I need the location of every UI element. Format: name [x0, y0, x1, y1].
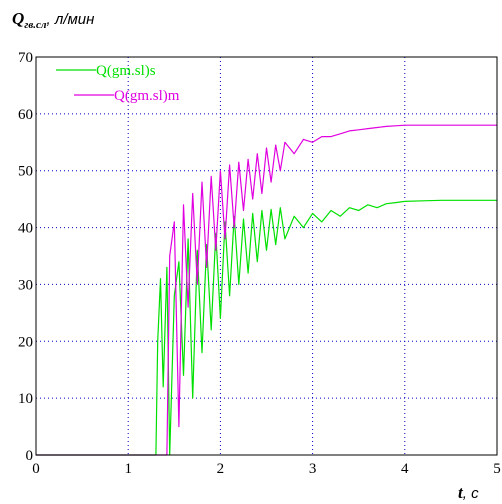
y-tick-label: 60: [18, 107, 33, 123]
y-tick-label: 40: [18, 221, 33, 237]
y-tick-label: 30: [18, 277, 33, 293]
y-tick-label: 0: [26, 448, 34, 464]
plot-frame: [35, 56, 498, 456]
y-axis-unit: , л/мин: [47, 11, 95, 28]
legend: Q(gm.sl)s Q(gm.sl)m: [56, 63, 180, 104]
x-axis-label: t, с: [458, 483, 479, 502]
grid-lines: [36, 57, 497, 455]
y-axis-label: Qгв.сл, л/мин: [12, 9, 94, 31]
y-tick-label: 10: [18, 391, 33, 407]
series-layer: [36, 124, 497, 456]
y-axis-subscript: гв.сл: [24, 19, 47, 31]
x-tick-label: 2: [217, 461, 225, 477]
x-axis-symbol: t: [458, 483, 464, 502]
x-tick-label: 0: [32, 461, 40, 477]
x-axis-unit: , с: [463, 485, 479, 502]
y-tick-labels: 0 10 20 30 40 50 60 70: [18, 50, 33, 464]
x-tick-label: 5: [493, 461, 501, 477]
y-tick-label: 50: [18, 164, 33, 180]
x-tick-label: 4: [401, 461, 409, 477]
legend-label-2: Q(gm.sl)m: [114, 88, 180, 104]
series-line-2: [36, 124, 497, 456]
x-tick-label: 1: [124, 461, 132, 477]
y-tick-label: 20: [18, 334, 33, 350]
y-tick-label: 70: [18, 50, 33, 66]
x-tick-labels: 0 1 2 3 4 5: [32, 461, 501, 477]
y-axis-symbol: Q: [12, 9, 24, 28]
x-tick-label: 3: [309, 461, 317, 477]
series-line-1: [36, 199, 497, 456]
legend-label-1: Q(gm.sl)s: [96, 63, 156, 79]
